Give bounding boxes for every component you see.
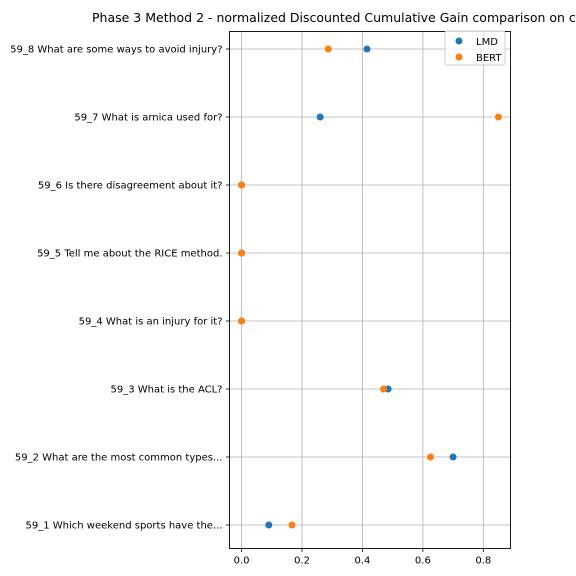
data-point-lmd xyxy=(363,45,371,53)
x-axis: 0.0 0.2 0.4 0.6 0.8 xyxy=(234,548,491,567)
legend-label-lmd: LMD xyxy=(476,37,498,48)
data-point-bert xyxy=(238,317,246,325)
data-point-bert xyxy=(426,453,434,461)
y-tick-label: 59_6 Is there disagreement about it? xyxy=(38,181,223,192)
chart-title: Phase 3 Method 2 - normalized Discounted… xyxy=(92,10,576,25)
y-tick-label: 59_1 Which weekend sports have the... xyxy=(26,521,223,532)
data-point-lmd xyxy=(449,453,457,461)
data-points xyxy=(238,45,502,529)
y-tick-label: 59_7 What is arnica used for? xyxy=(74,113,222,124)
legend-label-bert: BERT xyxy=(476,53,502,64)
grid xyxy=(229,31,511,549)
data-point-bert xyxy=(324,45,332,53)
data-point-bert xyxy=(380,385,388,393)
y-tick-label: 59_8 What are some ways to avoid injury? xyxy=(10,45,222,56)
x-tick-label: 0.0 xyxy=(234,556,250,567)
legend: LMD BERT xyxy=(444,30,506,66)
x-tick-label: 0.8 xyxy=(475,556,491,567)
data-point-bert xyxy=(288,521,296,529)
data-point-lmd xyxy=(265,521,273,529)
data-point-bert xyxy=(238,249,246,257)
x-tick-label: 0.6 xyxy=(415,556,431,567)
y-axis: 59_1 Which weekend sports have the... 59_… xyxy=(10,45,230,532)
data-point-bert xyxy=(494,113,502,121)
y-tick-label: 59_3 What is the ACL? xyxy=(110,385,222,396)
y-tick-label: 59_2 What are the most common types... xyxy=(15,453,223,464)
x-tick-label: 0.2 xyxy=(294,556,310,567)
legend-marker-bert xyxy=(455,53,463,61)
x-tick-label: 0.4 xyxy=(354,556,370,567)
data-point-bert xyxy=(238,181,246,189)
y-tick-label: 59_4 What is an injury for it? xyxy=(79,317,223,328)
y-tick-label: 59_5 Tell me about the RICE method. xyxy=(37,249,222,260)
plot-area-frame xyxy=(229,31,511,549)
legend-marker-lmd xyxy=(455,37,463,45)
data-point-lmd xyxy=(316,113,324,121)
